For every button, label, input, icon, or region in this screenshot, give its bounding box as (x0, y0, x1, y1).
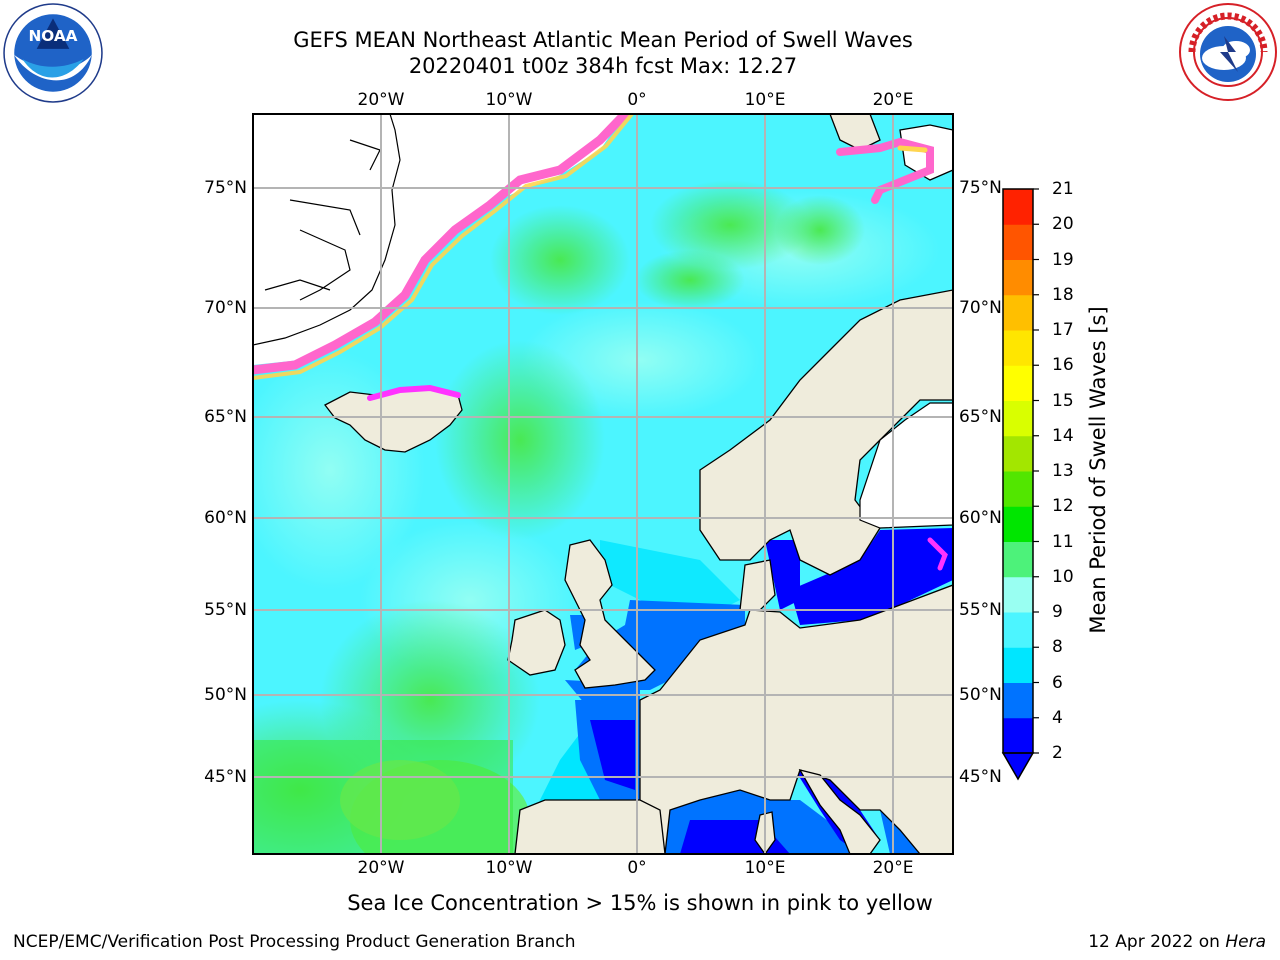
lon-tick-bottom: 20°W (357, 858, 405, 878)
national-weather-service-logo (1179, 3, 1277, 101)
lat-tick-right: 70°N (959, 298, 1002, 318)
chart-title: GEFS MEAN Northeast Atlantic Mean Period… (293, 28, 913, 52)
colorbar-tick-label: 6 (1052, 672, 1063, 693)
lat-tick-left: 55°N (204, 600, 247, 620)
lon-tick-top: 20°E (872, 90, 914, 110)
colorbar-segment (1003, 435, 1033, 472)
lon-tick-top: 0° (627, 90, 647, 110)
colorbar-segment (1003, 330, 1033, 366)
lon-tick-bottom: 0° (627, 858, 647, 878)
colorbar-segment (1003, 471, 1033, 507)
lat-tick-left: 70°N (204, 298, 247, 318)
colorbar-tick-label: 2 (1052, 743, 1063, 763)
gridlines (253, 114, 953, 854)
lat-tick-left: 45°N (204, 767, 247, 787)
colorbar-segment (1003, 576, 1033, 613)
colorbar-tick-label: 16 (1052, 355, 1074, 376)
footer-host: Hera (1225, 932, 1266, 952)
colorbar-tick-label: 10 (1052, 566, 1074, 587)
lat-tick-left: 50°N (204, 685, 247, 705)
noaa-logo: NOAA (3, 3, 103, 103)
colorbar-tick-label: 12 (1052, 496, 1074, 517)
sea-ice-edge (253, 114, 948, 571)
colorbar-segment (1003, 294, 1033, 331)
colorbar-tick-label: 20 (1052, 214, 1074, 235)
colorbar-tick-label: 9 (1052, 602, 1063, 622)
lat-tick-right: 50°N (959, 685, 1002, 705)
colorbar-segment (1003, 365, 1033, 401)
lon-tick-top: 10°W (485, 90, 533, 110)
colorbar-tick-label: 19 (1052, 249, 1074, 270)
sea-ice-note: Sea Ice Concentration > 15% is shown in … (347, 891, 933, 915)
colorbar-segment (1003, 224, 1033, 260)
colorbar-tick-label: 11 (1052, 531, 1074, 552)
colorbar-segment (1003, 647, 1033, 683)
footer-date-text: 12 Apr 2022 on (1088, 932, 1226, 952)
lon-tick-bottom: 20°E (872, 858, 914, 878)
svg-text:NOAA: NOAA (28, 27, 77, 45)
colorbar-tick-label: 13 (1052, 461, 1074, 481)
map-frame (252, 113, 954, 855)
lat-tick-right: 60°N (959, 508, 1002, 528)
footer-date: 12 Apr 2022 on Hera (1088, 932, 1266, 952)
lon-tick-top: 10°E (744, 90, 786, 110)
colorbar-segment (1003, 189, 1033, 225)
land (324, 114, 953, 854)
lat-tick-left: 65°N (204, 407, 247, 427)
colorbar-tick-label: 17 (1052, 320, 1074, 340)
colorbar-segment (1003, 682, 1033, 719)
colorbar-segment (1003, 717, 1033, 754)
colorbar-tick-label: 18 (1052, 284, 1074, 305)
greenland-coast (253, 114, 401, 346)
lat-tick-right: 55°N (959, 600, 1002, 620)
lat-tick-left: 75°N (204, 178, 247, 198)
colorbar-tick-label: 15 (1052, 390, 1074, 411)
colorbar-segment (1003, 541, 1033, 578)
colorbar-segment (1003, 259, 1033, 296)
colorbar-segment (1003, 506, 1033, 542)
lon-tick-bottom: 10°W (485, 858, 533, 878)
lon-tick-top: 20°W (357, 90, 405, 110)
chart-subtitle: 20220401 t00z 384h fcst Max: 12.27 (408, 54, 798, 78)
colorbar-tick-label: 14 (1052, 425, 1074, 446)
lon-tick-bottom: 10°E (744, 858, 786, 878)
map-field (253, 114, 953, 854)
footer-credit: NCEP/EMC/Verification Post Processing Pr… (13, 932, 576, 952)
colorbar-segment (1003, 612, 1033, 648)
colorbar-tick-label: 4 (1052, 707, 1063, 728)
colorbar-tick-label: 8 (1052, 637, 1063, 658)
colorbar (1001, 188, 1039, 781)
lat-tick-left: 60°N (204, 508, 247, 528)
colorbar-label: Mean Period of Swell Waves [s] (1086, 306, 1110, 634)
colorbar-segment (1003, 400, 1033, 437)
lat-tick-right: 65°N (959, 407, 1002, 427)
colorbar-tick-label: 21 (1052, 179, 1074, 199)
colorbar-extend-arrow (1001, 752, 1035, 781)
lat-tick-right: 75°N (959, 178, 1002, 198)
lat-tick-right: 45°N (959, 767, 1002, 787)
